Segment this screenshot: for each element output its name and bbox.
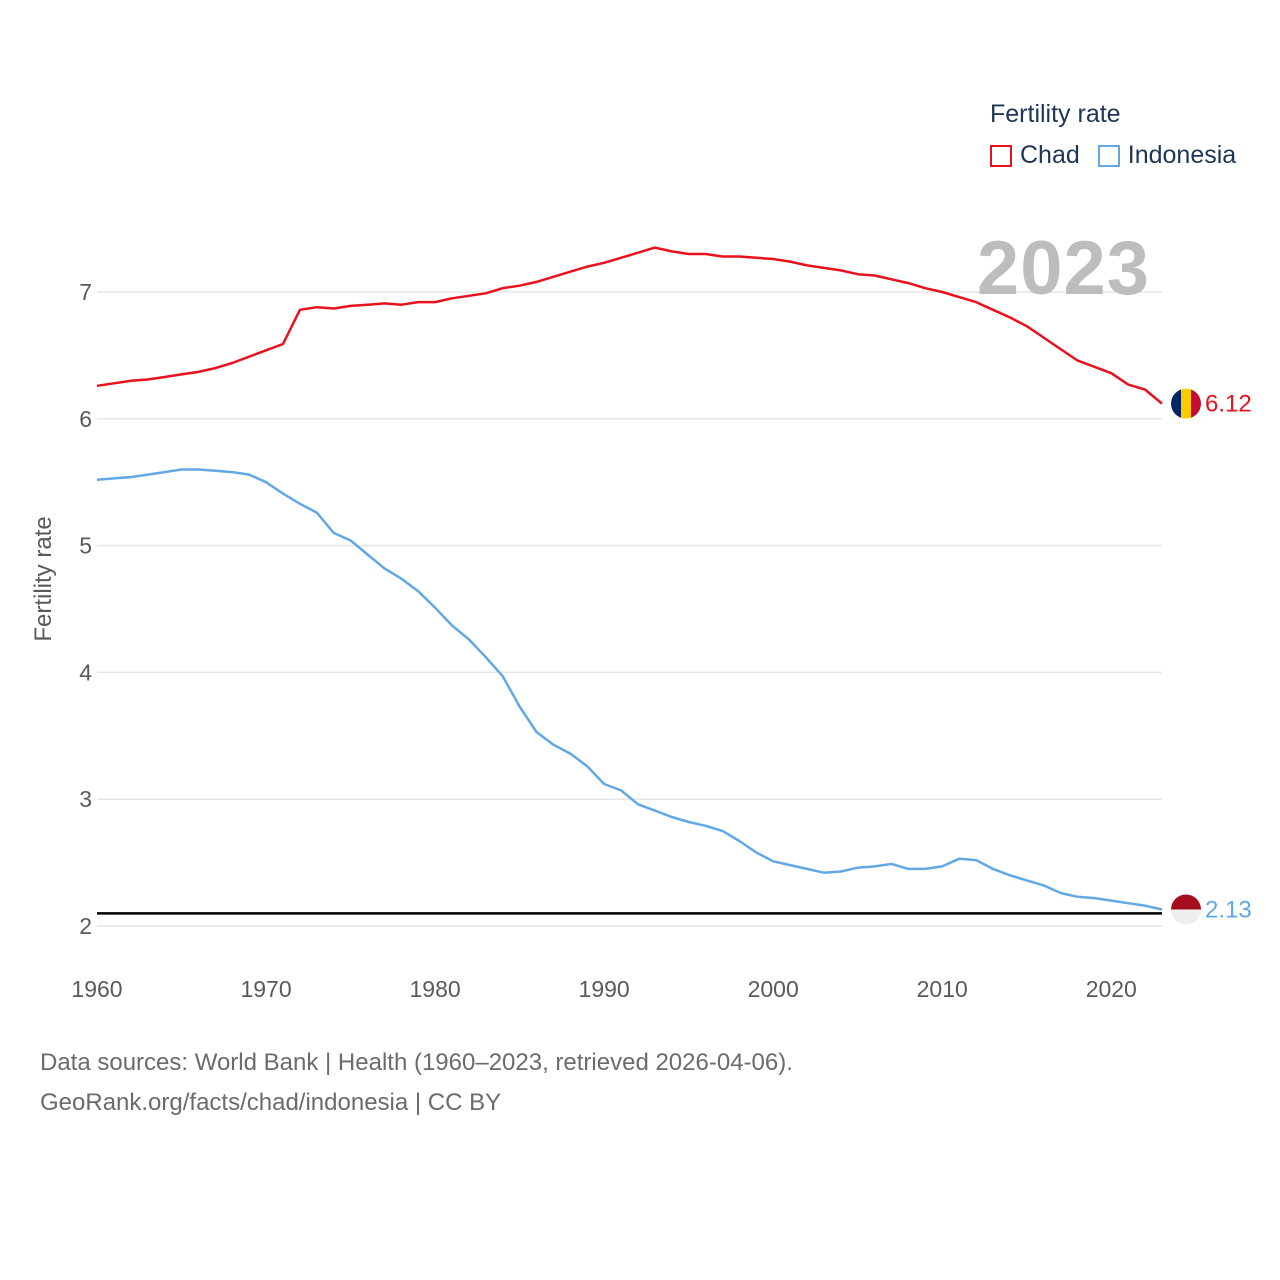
y-tick-7: 7 xyxy=(79,279,92,305)
flag-icon-indonesia xyxy=(1171,894,1201,925)
flag-icon-chad xyxy=(1171,388,1201,419)
end-value-label-indonesia: 2.13 xyxy=(1205,897,1252,924)
legend-swatch-chad xyxy=(990,144,1012,167)
x-tick-2010: 2010 xyxy=(917,976,968,1002)
series-lines xyxy=(96,246,1163,911)
end-value-label-chad: 6.12 xyxy=(1205,391,1252,418)
y-tick-6: 6 xyxy=(79,406,92,432)
x-tick-2000: 2000 xyxy=(748,976,799,1002)
gridlines xyxy=(97,291,1162,927)
y-tick-4: 4 xyxy=(79,659,92,685)
series-line-chad xyxy=(96,246,1163,405)
legend-title: Fertility rate xyxy=(990,100,1121,128)
source-note: Data sources: World Bank | Health (1960–… xyxy=(40,1043,793,1123)
y-tick-5: 5 xyxy=(79,533,92,559)
y-tick-labels: 2 3 4 5 6 7 xyxy=(79,279,92,939)
legend-item-chad[interactable]: Chad xyxy=(990,141,1080,170)
legend-label-indonesia: Indonesia xyxy=(1127,141,1237,169)
series-line-indonesia xyxy=(96,468,1163,911)
y-axis-title: Fertility rate xyxy=(30,516,57,641)
x-tick-1960: 1960 xyxy=(71,976,122,1002)
x-tick-2020: 2020 xyxy=(1086,976,1137,1002)
source-line-2: GeoRank.org/facts/chad/indonesia | CC BY xyxy=(40,1089,502,1116)
y-tick-3: 3 xyxy=(79,786,92,812)
legend-label-chad: Chad xyxy=(1020,141,1080,169)
series-end-markers: 6.12 2.13 xyxy=(1171,388,1252,925)
x-tick-labels: 1960 1970 1980 1990 2000 2010 2020 xyxy=(71,976,1136,1002)
x-tick-1990: 1990 xyxy=(579,976,630,1002)
x-tick-1980: 1980 xyxy=(410,976,461,1002)
legend: Fertility rate Chad Indonesia xyxy=(990,100,1254,170)
legend-swatch-indonesia xyxy=(1097,144,1120,167)
source-line-1: Data sources: World Bank | Health (1960–… xyxy=(40,1049,793,1076)
year-label: 2023 xyxy=(976,226,1150,311)
y-tick-2: 2 xyxy=(79,913,92,939)
x-tick-1970: 1970 xyxy=(240,976,291,1002)
legend-item-indonesia[interactable]: Indonesia xyxy=(1097,141,1237,170)
